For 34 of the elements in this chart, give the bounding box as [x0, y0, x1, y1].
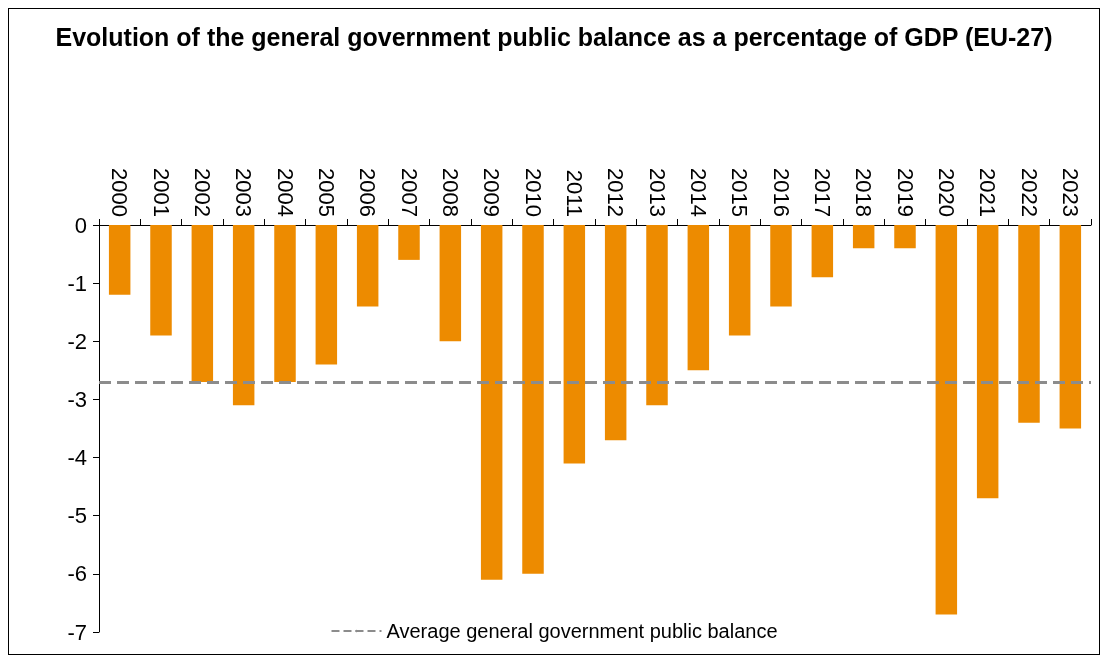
y-tick-label: -1 — [67, 270, 87, 296]
x-tick-label: 2021 — [975, 168, 1001, 217]
x-tick-label: 2013 — [644, 168, 670, 217]
y-tick-label: -2 — [67, 328, 87, 354]
x-tick-label: 2008 — [437, 168, 463, 217]
x-tick-label: 2011 — [561, 169, 587, 217]
x-tick-label: 2014 — [685, 168, 711, 217]
x-tick-label: 2018 — [851, 168, 877, 217]
x-tick-label: 2003 — [231, 168, 257, 217]
y-tick-label: 0 — [74, 212, 87, 238]
x-tick-label: 2010 — [520, 168, 546, 217]
x-tick-label: 2022 — [1016, 168, 1042, 217]
y-tick-label: -7 — [67, 619, 87, 645]
x-tick-label: 2019 — [892, 168, 918, 217]
x-tick-label: 2007 — [396, 168, 422, 217]
x-tick-label: 2001 — [148, 168, 174, 217]
x-tick-label: 2009 — [479, 168, 505, 217]
x-tick-label: 2002 — [189, 168, 215, 217]
x-tick-label: 2012 — [603, 168, 629, 217]
x-tick-label: 2023 — [1057, 168, 1083, 217]
x-tick-label: 2015 — [727, 168, 753, 217]
x-tick-label: 2017 — [809, 168, 835, 217]
x-tick-label: 2006 — [355, 168, 381, 217]
x-tick-label: 2005 — [313, 168, 339, 217]
y-tick-label: -6 — [67, 561, 87, 587]
y-tick-label: -4 — [67, 445, 87, 471]
chart-title: Evolution of the general government public balance as a percentage of GDP (EU-27) — [55, 23, 1053, 51]
x-tick-label: 2000 — [107, 168, 133, 217]
x-tick-label: 2016 — [768, 168, 794, 217]
y-tick-label: -5 — [67, 503, 87, 529]
legend-label: Average general government public balance — [386, 620, 778, 642]
x-tick-label: 2020 — [933, 168, 959, 217]
x-tick-label: 2004 — [272, 168, 298, 217]
y-tick-label: -3 — [67, 386, 87, 412]
